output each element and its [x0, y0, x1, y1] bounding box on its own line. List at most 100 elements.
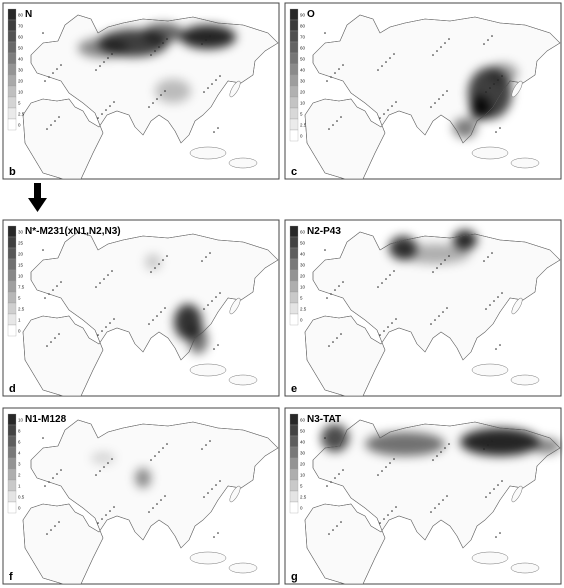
sample-point: [158, 263, 160, 265]
sample-point: [152, 507, 154, 509]
legend-label: 15: [18, 263, 24, 268]
sample-point: [501, 292, 503, 294]
sample-point: [393, 458, 395, 460]
frequency-surface: [78, 23, 236, 103]
sample-point: [99, 470, 101, 472]
sample-point: [332, 124, 334, 126]
legend-label: 5: [300, 484, 303, 489]
frequency-zone: [453, 118, 477, 138]
sample-point: [389, 274, 391, 276]
island: [471, 146, 509, 160]
sample-point: [111, 458, 113, 460]
sample-point: [377, 474, 379, 476]
sample-point: [99, 282, 101, 284]
sample-point: [48, 481, 50, 483]
sample-point: [377, 286, 379, 288]
legend-label: 30: [300, 79, 306, 84]
sample-point: [442, 311, 444, 313]
sample-point: [166, 38, 168, 40]
island: [228, 562, 258, 574]
legend-label: 40: [300, 68, 306, 73]
legend-label: 6: [18, 440, 21, 445]
frequency-zone: [533, 438, 561, 454]
legend-label: 8: [18, 429, 21, 434]
sample-point: [154, 455, 156, 457]
frequency-zone: [78, 38, 128, 58]
sample-point: [446, 495, 448, 497]
sample-point: [217, 127, 219, 129]
sample-point: [46, 345, 48, 347]
panel-title: N3-TAT: [307, 414, 341, 425]
legend-swatch: [289, 490, 299, 503]
legend-swatch: [7, 435, 17, 448]
sample-point: [215, 79, 217, 81]
legend-swatch: [289, 225, 299, 238]
legend-swatch: [7, 96, 17, 109]
sample-point: [150, 459, 152, 461]
legend-swatch: [7, 291, 17, 304]
legend-swatch: [289, 129, 299, 142]
frequency-zone: [135, 468, 151, 488]
sample-point: [111, 270, 113, 272]
island: [189, 363, 227, 377]
sample-point: [338, 285, 340, 287]
frequency-surface: [389, 230, 477, 264]
legend-swatch: [289, 424, 299, 437]
sample-point: [438, 315, 440, 317]
sample-point: [219, 75, 221, 77]
sample-point: [164, 495, 166, 497]
sample-point: [328, 533, 330, 535]
sample-point: [383, 113, 385, 115]
sample-point: [160, 94, 162, 96]
legend-label: 10: [18, 90, 24, 95]
sample-point: [211, 83, 213, 85]
sample-point: [162, 259, 164, 261]
sample-point: [491, 35, 493, 37]
legend-label: 0: [300, 506, 303, 511]
legend-label: 20: [18, 79, 24, 84]
sample-point: [495, 131, 497, 133]
legend-swatch: [289, 501, 299, 514]
map: [22, 231, 279, 396]
legend-label: 4: [18, 451, 21, 456]
legend-label: 25: [18, 241, 24, 246]
sample-point: [101, 113, 103, 115]
sample-point: [448, 38, 450, 40]
sample-point: [389, 462, 391, 464]
island: [511, 80, 523, 98]
sample-point: [60, 281, 62, 283]
island: [471, 363, 509, 377]
borders: [22, 14, 279, 179]
island: [229, 297, 241, 315]
legend-label: 0: [18, 329, 21, 334]
legend-swatch: [7, 424, 17, 437]
sample-point: [211, 488, 213, 490]
panel-letter: d: [9, 383, 16, 395]
sample-point: [205, 256, 207, 258]
sample-point: [101, 330, 103, 332]
sample-point: [487, 256, 489, 258]
frequency-zone: [180, 25, 236, 49]
legend-swatch: [289, 446, 299, 459]
sample-point: [111, 53, 113, 55]
sample-point: [154, 50, 156, 52]
sample-point: [430, 323, 432, 325]
sample-point: [446, 90, 448, 92]
frequency-zone: [155, 79, 191, 103]
map: [22, 419, 279, 584]
sample-point: [58, 333, 60, 335]
sample-point: [338, 68, 340, 70]
sample-point: [385, 61, 387, 63]
sample-point: [160, 499, 162, 501]
sample-point: [97, 522, 99, 524]
island: [510, 157, 540, 169]
sample-point: [391, 322, 393, 324]
sample-point: [383, 330, 385, 332]
legend-label: 3: [18, 462, 21, 467]
map-panel: 90 80 70 60 50 40 30 20 10 5 2.5 0 Oc: [284, 2, 562, 180]
sample-point: [105, 326, 107, 328]
frequency-surface: [321, 424, 561, 456]
legend-swatch: [289, 413, 299, 426]
sample-point: [340, 116, 342, 118]
